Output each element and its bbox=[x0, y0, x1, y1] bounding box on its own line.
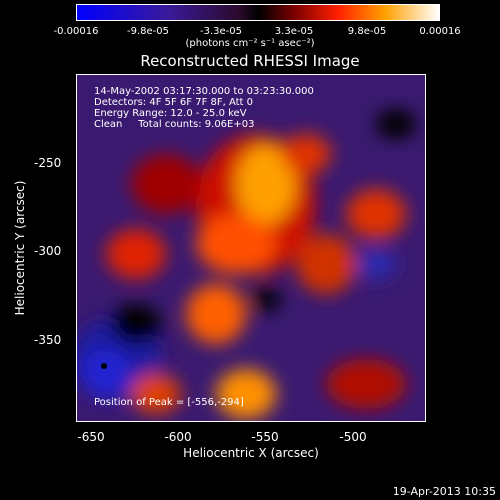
x-tick-label: -600 bbox=[164, 430, 192, 444]
x-axis-label: Heliocentric X (arcsec) bbox=[183, 446, 319, 460]
colorbar-label: -3.3e-05 bbox=[200, 26, 242, 37]
colorbar bbox=[76, 4, 440, 21]
peak-marker bbox=[101, 363, 107, 369]
colorbar-label: -9.8e-05 bbox=[127, 26, 169, 37]
colorbar-label: -0.00016 bbox=[53, 26, 99, 37]
info-detectors: Detectors: 4F 5F 6F 7F 8F, Att 0 bbox=[94, 97, 254, 108]
info-time: 14-May-2002 03:17:30.000 to 03:23:30.000 bbox=[94, 86, 314, 97]
y-tick-label: -250 bbox=[34, 156, 62, 170]
image-title: Reconstructed RHESSI Image bbox=[140, 52, 360, 70]
colorbar-unit: (photons cm⁻² s⁻¹ asec⁻²) bbox=[185, 38, 315, 49]
x-tick-label: -650 bbox=[77, 430, 105, 444]
colorbar-label: 9.8e-05 bbox=[347, 26, 387, 37]
peak-position: Position of Peak = [-556,-294] bbox=[94, 397, 244, 408]
x-tick-label: -550 bbox=[251, 430, 279, 444]
y-tick-label: -350 bbox=[34, 333, 62, 347]
colorbar-label: 0.00016 bbox=[419, 26, 461, 37]
footer-date: 19-Apr-2013 10:35 bbox=[392, 485, 496, 498]
colorbar-label: 3.3e-05 bbox=[274, 26, 314, 37]
y-axis-label: Heliocentric Y (arcsec) bbox=[13, 180, 27, 316]
heatmap-image bbox=[76, 74, 426, 422]
y-tick-label: -300 bbox=[34, 244, 62, 258]
image-plot bbox=[76, 74, 426, 422]
x-tick-label: -500 bbox=[339, 430, 367, 444]
info-counts: Clean Total counts: 9.06E+03 bbox=[94, 119, 255, 130]
colorbar-labels: -0.00016 -9.8e-05 -3.3e-05 3.3e-05 9.8e-… bbox=[0, 26, 500, 40]
info-energy: Energy Range: 12.0 - 25.0 keV bbox=[94, 108, 247, 119]
